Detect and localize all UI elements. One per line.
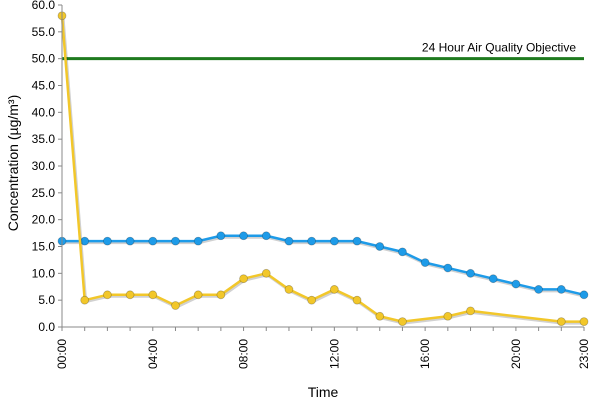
data-point	[579, 290, 589, 300]
data-point	[398, 247, 407, 257]
data-point	[102, 236, 112, 246]
data-point	[216, 231, 226, 241]
series-1	[57, 231, 589, 300]
series-line	[60, 15, 584, 323]
y-tick-label: 35.0	[32, 132, 56, 146]
data-point	[352, 295, 362, 305]
series-line-shadow	[61, 17, 585, 325]
data-point	[466, 268, 475, 278]
y-tick-label: 30.0	[32, 159, 56, 173]
data-point	[307, 295, 317, 305]
y-tick-label: 40.0	[32, 105, 56, 119]
y-tick-label: 55.0	[32, 25, 56, 39]
data-point	[239, 274, 248, 284]
data-point	[193, 236, 203, 246]
series-line	[62, 234, 585, 297]
data-point	[148, 236, 158, 246]
series-line-shadow	[63, 235, 586, 298]
data-point	[398, 317, 407, 327]
data-point	[284, 285, 294, 294]
x-tick-label: 16:00	[418, 339, 432, 369]
data-point	[375, 242, 385, 251]
data-point	[261, 231, 271, 241]
y-tick-label: 15.0	[32, 240, 56, 254]
x-tick-label: 23:00	[577, 339, 591, 369]
data-point	[148, 290, 158, 300]
y-axis-ticks: 0.0 5.0 10.0 15.0 20.0 25.0 30.0 35.0 40.0 45.0 50…	[32, 0, 62, 334]
x-tick-label: 00:00	[55, 339, 69, 369]
data-point	[579, 317, 589, 327]
data-point	[171, 236, 180, 246]
y-tick-label: 60.0	[32, 0, 56, 12]
x-tick-label: 04:00	[146, 339, 160, 369]
y-tick-label: 10.0	[32, 266, 56, 280]
y-tick-label: 20.0	[32, 213, 56, 227]
data-point	[375, 311, 385, 321]
y-axis-title: Concentration (µg/m³)	[5, 95, 21, 231]
reference-line-label: 24 Hour Air Quality Objective	[422, 41, 576, 55]
data-point	[193, 290, 203, 300]
data-point	[239, 231, 248, 241]
data-point	[443, 263, 453, 273]
series-2	[57, 11, 589, 327]
data-point	[216, 290, 226, 300]
data-point	[488, 274, 498, 284]
x-tick-label: 20:00	[509, 339, 523, 369]
x-tick-label: 08:00	[237, 339, 251, 369]
y-tick-label: 45.0	[32, 79, 56, 93]
y-tick-label: 50.0	[32, 52, 56, 66]
x-tick-label: 12:00	[327, 339, 341, 369]
data-point	[466, 306, 475, 316]
data-point	[171, 301, 180, 310]
data-point	[307, 236, 317, 246]
data-point	[556, 285, 566, 294]
x-axis-title: Time	[308, 384, 339, 400]
data-point	[443, 311, 453, 321]
x-axis-ticks: 00:00 04:00 08:00 12:00 16:00 20:00 23:00	[55, 327, 591, 369]
data-point	[125, 236, 135, 246]
data-point	[125, 290, 135, 300]
data-point	[556, 317, 566, 327]
data-point	[329, 285, 339, 294]
data-point	[420, 258, 430, 268]
y-tick-label: 0.0	[38, 320, 55, 334]
y-tick-label: 25.0	[32, 186, 56, 200]
data-point	[329, 236, 339, 246]
data-point	[284, 236, 294, 246]
data-point	[80, 295, 90, 305]
series-group	[57, 11, 589, 327]
data-point	[352, 236, 362, 246]
data-point	[102, 290, 112, 300]
y-tick-label: 5.0	[38, 293, 55, 307]
data-point	[261, 268, 271, 278]
data-point	[534, 285, 544, 294]
data-point	[511, 279, 521, 289]
